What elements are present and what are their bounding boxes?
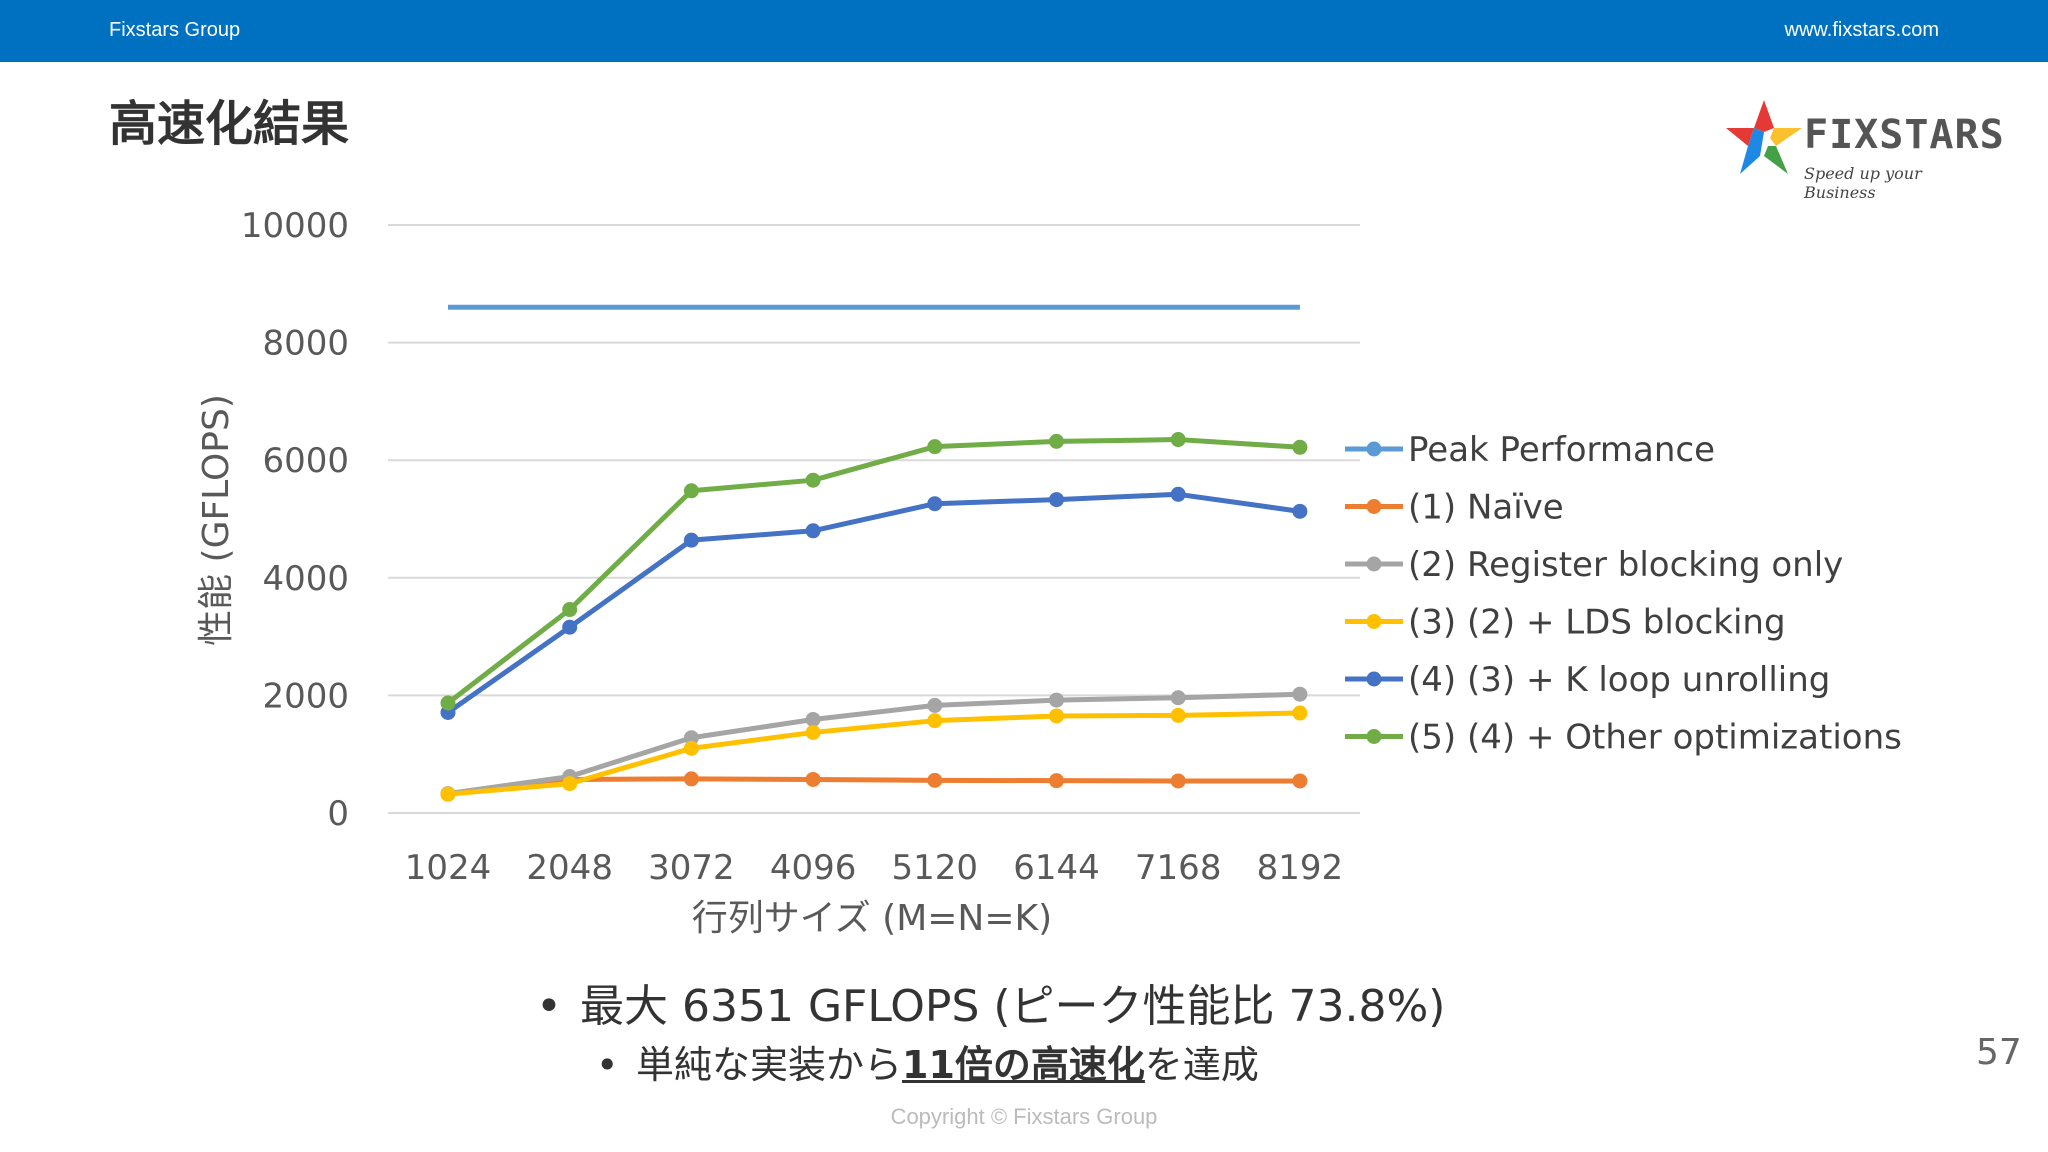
- data-point: [562, 776, 578, 792]
- header-bar: Fixstars Group www.fixstars.com: [0, 0, 2048, 62]
- legend-label: (1) Naïve: [1408, 488, 1564, 528]
- data-point: [1170, 773, 1186, 789]
- data-point: [1049, 492, 1064, 508]
- data-point: [1292, 686, 1308, 702]
- data-point: [1049, 773, 1064, 789]
- bullet-peak-text: 最大 6351 GFLOPS (ピーク性能比 73.8%): [580, 981, 1446, 1032]
- data-point: [683, 730, 699, 746]
- x-tick-label: 2048: [526, 848, 613, 888]
- x-tick-label: 1024: [405, 848, 492, 888]
- y-tick-label: 4000: [262, 559, 349, 599]
- data-point: [683, 771, 699, 787]
- data-point: [1292, 773, 1308, 789]
- x-tick-label: 7168: [1135, 848, 1222, 888]
- data-point: [805, 771, 821, 787]
- series-line: [447, 710, 1300, 797]
- logo-tagline: Speed up your Business: [1804, 164, 1922, 202]
- x-tick-label: 6144: [1013, 848, 1100, 888]
- data-point: [1049, 708, 1064, 724]
- legend-marker: [1366, 671, 1382, 687]
- x-tick-label: 5120: [892, 848, 979, 888]
- legend-label: (4) (3) + K loop unrolling: [1408, 660, 1830, 700]
- data-point: [927, 772, 943, 788]
- performance-line-chart: 0 2000 4000 6000 8000 10000 1024 2048 3072 4096 5…: [196, 206, 1902, 939]
- header-url[interactable]: www.fixstars.com: [1784, 19, 1939, 41]
- x-tick-label: 4096: [770, 848, 857, 888]
- page-number: 57: [1976, 1032, 2022, 1073]
- logo-wordmark: FIXSTARS: [1804, 112, 2005, 158]
- series-line: [446, 491, 1301, 715]
- data-point: [683, 483, 699, 499]
- fixstars-logo: FIXSTARS Speed up your Business: [1724, 98, 2004, 202]
- y-tick-label: 6000: [262, 441, 349, 481]
- data-point: [1170, 432, 1186, 448]
- data-point: [805, 523, 821, 539]
- legend-label: (2) Register blocking only: [1408, 545, 1843, 585]
- data-point: [562, 619, 578, 635]
- data-point: [440, 695, 456, 711]
- data-point: [805, 472, 821, 488]
- legend-marker: [1366, 441, 1382, 457]
- data-point: [927, 697, 943, 713]
- data-point: [927, 713, 943, 729]
- series-line: [447, 691, 1300, 797]
- data-point: [562, 602, 578, 618]
- y-axis-label: 性能 (GFLOPS): [196, 394, 237, 646]
- legend-label: (3) (2) + LDS blocking: [1408, 603, 1786, 643]
- data-point: [805, 712, 821, 728]
- legend-marker: [1366, 556, 1382, 572]
- star-logo-icon: [1726, 100, 1802, 174]
- data-point: [1049, 692, 1064, 708]
- series-line: [446, 437, 1301, 706]
- bullet-speedup-pre: 単純な実装から: [636, 1043, 903, 1087]
- bullet-peak-result: • 最大 6351 GFLOPS (ピーク性能比 73.8%): [536, 981, 1446, 1032]
- x-tick-label: 8192: [1257, 848, 1344, 888]
- slide-title: 高速化結果: [109, 96, 350, 152]
- data-point: [440, 786, 456, 802]
- y-tick-label: 8000: [262, 324, 349, 364]
- data-point: [927, 439, 943, 455]
- copyright-footer: Copyright © Fixstars Group: [890, 1104, 1158, 1129]
- y-tick-label: 0: [327, 794, 349, 834]
- data-point: [683, 740, 699, 756]
- data-point: [1292, 705, 1308, 721]
- data-point: [927, 496, 943, 512]
- x-tick-label: 3072: [648, 848, 735, 888]
- header-company: Fixstars Group: [109, 19, 241, 41]
- legend-marker: [1366, 614, 1382, 629]
- data-point: [1170, 690, 1186, 706]
- legend-marker: [1366, 729, 1382, 744]
- bullet-speedup-emphasis: 11倍の高速化: [902, 1043, 1145, 1087]
- data-point: [683, 532, 699, 548]
- data-point: [1170, 707, 1186, 723]
- legend-label: Peak Performance: [1408, 430, 1715, 470]
- data-point: [805, 724, 821, 740]
- data-point: [1049, 433, 1064, 449]
- legend-marker: [1366, 499, 1382, 514]
- data-point: [1292, 503, 1308, 519]
- y-tick-label: 10000: [241, 206, 349, 246]
- legend-label: (5) (4) + Other optimizations: [1408, 718, 1902, 758]
- y-tick-label: 2000: [262, 676, 349, 716]
- data-point: [1292, 439, 1308, 455]
- data-point: [1170, 486, 1186, 502]
- bullet-speedup-post: を達成: [1144, 1043, 1259, 1087]
- bullet-speedup: • 単純な実装から11倍の高速化を達成: [596, 1043, 1259, 1087]
- x-axis-label: 行列サイズ (M=N=K): [692, 898, 1052, 939]
